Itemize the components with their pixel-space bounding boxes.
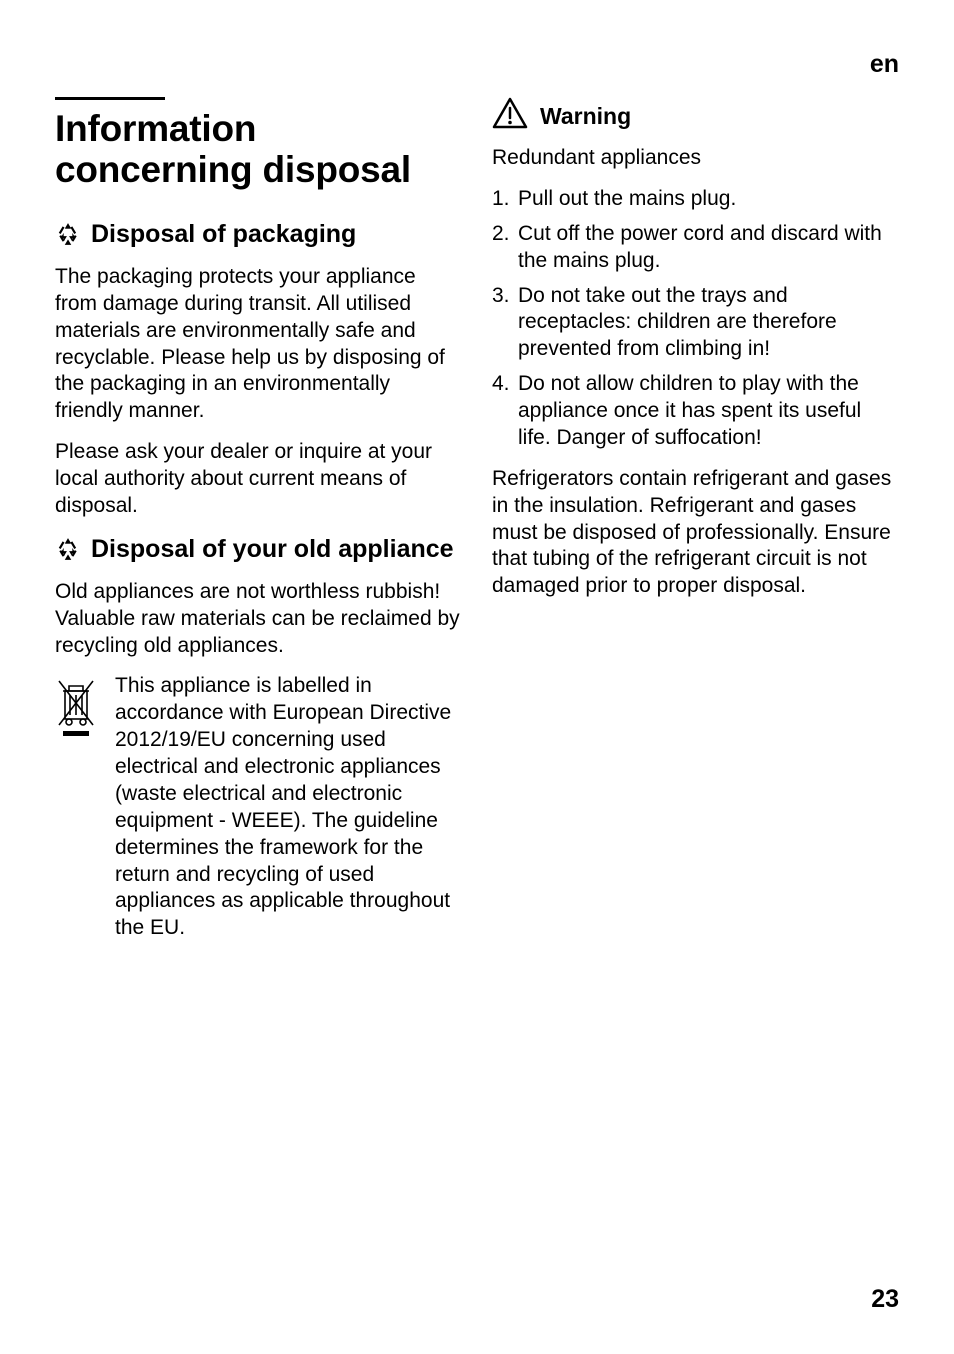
right-column: Warning Redundant appliances 1. Pull out… — [492, 97, 899, 1285]
left-column: Information concerning disposal Disposal… — [55, 97, 462, 1285]
step-number: 3. — [492, 283, 518, 364]
step-number: 1. — [492, 186, 518, 213]
step-text: Pull out the mains plug. — [518, 186, 899, 213]
heading-text: Disposal of your old appliance — [91, 534, 454, 564]
step-number: 4. — [492, 371, 518, 452]
disposal-old-appliance-heading: Disposal of your old appliance — [55, 534, 462, 569]
warning-label: Warning — [540, 103, 631, 130]
packaging-para-1: The packaging protects your appliance fr… — [55, 264, 462, 425]
page-number: 23 — [55, 1285, 899, 1314]
disposal-packaging-heading: Disposal of packaging — [55, 219, 462, 254]
heading-text: Disposal of packaging — [91, 219, 356, 249]
step-text: Do not take out the trays and receptacle… — [518, 283, 899, 364]
redundant-label: Redundant appliances — [492, 145, 899, 172]
step-number: 2. — [492, 221, 518, 275]
list-item: 1. Pull out the mains plug. — [492, 186, 899, 213]
warning-triangle-icon — [492, 97, 528, 135]
closing-paragraph: Refrigerators contain refrigerant and ga… — [492, 466, 899, 600]
weee-block: This appliance is labelled in accordance… — [55, 673, 462, 942]
packaging-para-2: Please ask your dealer or inquire at you… — [55, 439, 462, 520]
warning-heading: Warning — [492, 97, 899, 135]
recycle-icon — [55, 221, 81, 254]
language-code: en — [55, 50, 899, 79]
warning-steps-list: 1. Pull out the mains plug. 2. Cut off t… — [492, 186, 899, 452]
list-item: 4. Do not allow children to play with th… — [492, 371, 899, 452]
old-appliance-para-1: Old appliances are not worthless rubbish… — [55, 579, 462, 660]
weee-text: This appliance is labelled in accordance… — [115, 673, 462, 942]
weee-bin-icon — [55, 673, 97, 742]
step-text: Cut off the power cord and discard with … — [518, 221, 899, 275]
page-title: Information concerning disposal — [55, 108, 462, 191]
list-item: 2. Cut off the power cord and discard wi… — [492, 221, 899, 275]
step-text: Do not allow children to play with the a… — [518, 371, 899, 452]
title-rule — [55, 97, 165, 100]
recycle-icon — [55, 536, 81, 569]
list-item: 3. Do not take out the trays and recepta… — [492, 283, 899, 364]
